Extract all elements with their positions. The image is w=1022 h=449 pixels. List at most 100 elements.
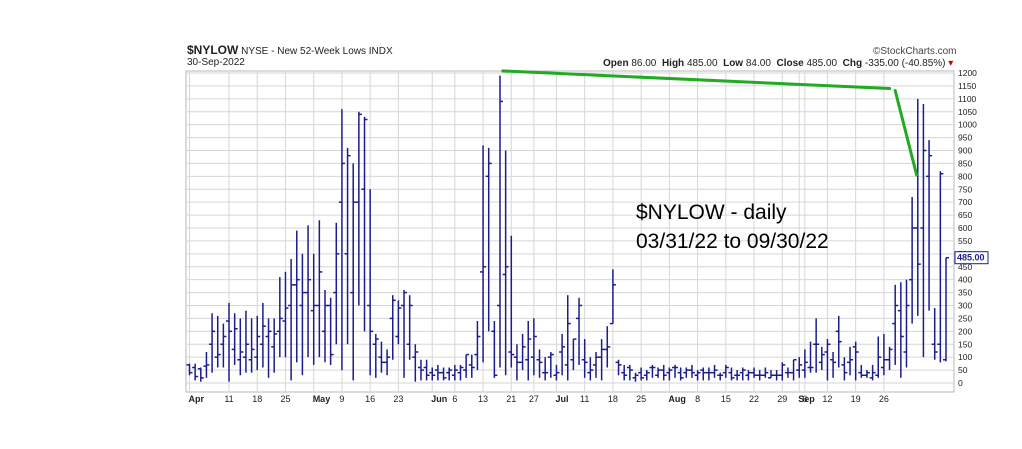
ohlc-bar xyxy=(717,372,724,381)
ohlc-bar xyxy=(293,230,300,363)
ohlc-bar xyxy=(316,220,323,358)
ohlc-bar xyxy=(389,295,396,360)
ohlc-bar xyxy=(852,341,859,381)
x-tick-label: 18 xyxy=(608,394,618,404)
ohlc-bar xyxy=(756,370,763,381)
x-tick-label: 9 xyxy=(339,394,344,404)
trendlines xyxy=(501,69,919,177)
ohlc-bar xyxy=(813,318,820,373)
ohlc-bar xyxy=(299,253,306,376)
ohlc-bar xyxy=(259,302,266,368)
ohlc-bar xyxy=(880,333,887,376)
x-tick-label: 22 xyxy=(749,394,759,404)
ohlc-bar xyxy=(897,282,904,378)
ohlc-bar xyxy=(192,363,199,381)
x-tick-label: May xyxy=(313,394,331,404)
y-tick-label: 700 xyxy=(958,197,972,207)
ohlc-bar xyxy=(214,315,221,368)
ohlc-bar xyxy=(502,150,509,376)
y-tick-label: 1050 xyxy=(958,107,977,117)
x-tick-label: Jul xyxy=(555,394,568,404)
ohlc-bar xyxy=(621,364,628,381)
ohlc-bar xyxy=(604,326,611,368)
x-tick-label: 23 xyxy=(393,394,403,404)
ohlc-bar xyxy=(440,367,447,381)
ohlc-bar xyxy=(784,367,791,378)
ohlc-bar xyxy=(361,116,368,332)
ohlc-bar xyxy=(480,145,487,363)
ohlc-bar xyxy=(615,359,622,376)
chart-title: $NYLOW NYSE - New 52-Week Lows INDX xyxy=(187,43,393,57)
x-tick-label: 29 xyxy=(777,394,787,404)
ohlc-bar xyxy=(367,189,374,376)
x-tick-label: Apr xyxy=(189,394,205,404)
ohlc-bar xyxy=(209,313,216,373)
ohlc-bar xyxy=(344,147,351,345)
y-tick-label: 1000 xyxy=(958,120,977,130)
ohlc-bar xyxy=(497,75,504,368)
ohlc-bar xyxy=(417,359,424,381)
ohlc-bar xyxy=(350,163,357,381)
chg-down-icon: ▾ xyxy=(948,58,954,69)
ohlc-bar xyxy=(248,318,255,373)
ohlc-bar xyxy=(909,197,916,324)
ohlc-bar xyxy=(824,339,831,381)
y-tick-label: 600 xyxy=(958,223,972,233)
ohlc-bar xyxy=(491,321,498,378)
x-tick-label: 15 xyxy=(721,394,731,404)
last-price-tag: 485.00 xyxy=(954,251,989,265)
ohlc-bar xyxy=(186,363,193,376)
ohlc-readout: Open 86.00 High 485.00 Low 84.00 Close 4… xyxy=(603,58,953,69)
ohlc-bar xyxy=(722,364,729,378)
y-tick-label: 50 xyxy=(958,365,968,375)
ohlc-bar xyxy=(914,98,921,316)
y-tick-label: 100 xyxy=(958,352,972,362)
ohlc-bar xyxy=(587,357,594,381)
ohlc-bar xyxy=(931,308,938,360)
ohlc-bar xyxy=(796,357,803,378)
ohlc-bar xyxy=(672,364,679,378)
ohlc-bar xyxy=(903,279,910,368)
ohlc-bar xyxy=(559,333,566,376)
ohlc-bar xyxy=(271,318,278,373)
ohlc-bar xyxy=(333,222,340,345)
x-tick-label: 11 xyxy=(224,394,233,404)
ohlc-bar xyxy=(886,346,893,371)
chg-label: Chg xyxy=(842,58,863,69)
chart-date: 30-Sep-2022 xyxy=(187,57,245,68)
close-value: 485.00 xyxy=(806,58,838,69)
y-tick-label: 450 xyxy=(958,262,972,272)
ohlc-bar xyxy=(728,367,735,381)
ohlc-bar xyxy=(242,310,249,373)
y-tick-label: 0 xyxy=(958,378,963,388)
symbol: $NYLOW xyxy=(187,43,239,57)
y-tick-label: 900 xyxy=(958,146,972,156)
ohlc-bar xyxy=(321,290,328,363)
last-price-tag-box xyxy=(954,251,989,265)
annotation-line-1: $NYLOW - daily xyxy=(636,201,787,224)
ohlc-bar xyxy=(626,364,633,381)
ohlc-bar xyxy=(310,253,317,365)
ohlc-bar xyxy=(745,370,752,381)
y-axis: 0501001502002503003504004505005506006507… xyxy=(958,68,977,388)
x-tick-label: 6 xyxy=(452,394,457,404)
ohlc-bar xyxy=(457,364,464,381)
ohlc-bar xyxy=(773,370,780,381)
ohlc-bar xyxy=(463,353,470,378)
ohlc-bar xyxy=(513,344,520,381)
x-tick-label: Sep xyxy=(798,394,815,404)
symbol-description: NYSE - New 52-Week Lows INDX xyxy=(241,46,393,57)
ohlc-bar xyxy=(474,321,481,371)
ohlc-bar xyxy=(920,104,927,358)
trendline xyxy=(501,69,892,90)
ohlc-bar xyxy=(412,344,419,382)
ohlc-bar xyxy=(711,364,718,378)
ohlc-bar xyxy=(649,364,656,378)
ohlc-bar xyxy=(542,357,549,381)
ohlc-bar xyxy=(581,339,588,378)
ohlc-bar xyxy=(197,367,204,382)
ohlc-bar xyxy=(485,147,492,332)
low-label: Low xyxy=(723,58,744,69)
x-axis: Apr 11 18 25 May 9 16 23 Jun 6 13 21 27 Jul 11 18 25 Aug 8… xyxy=(189,394,889,404)
ohlc-bar xyxy=(203,352,210,378)
